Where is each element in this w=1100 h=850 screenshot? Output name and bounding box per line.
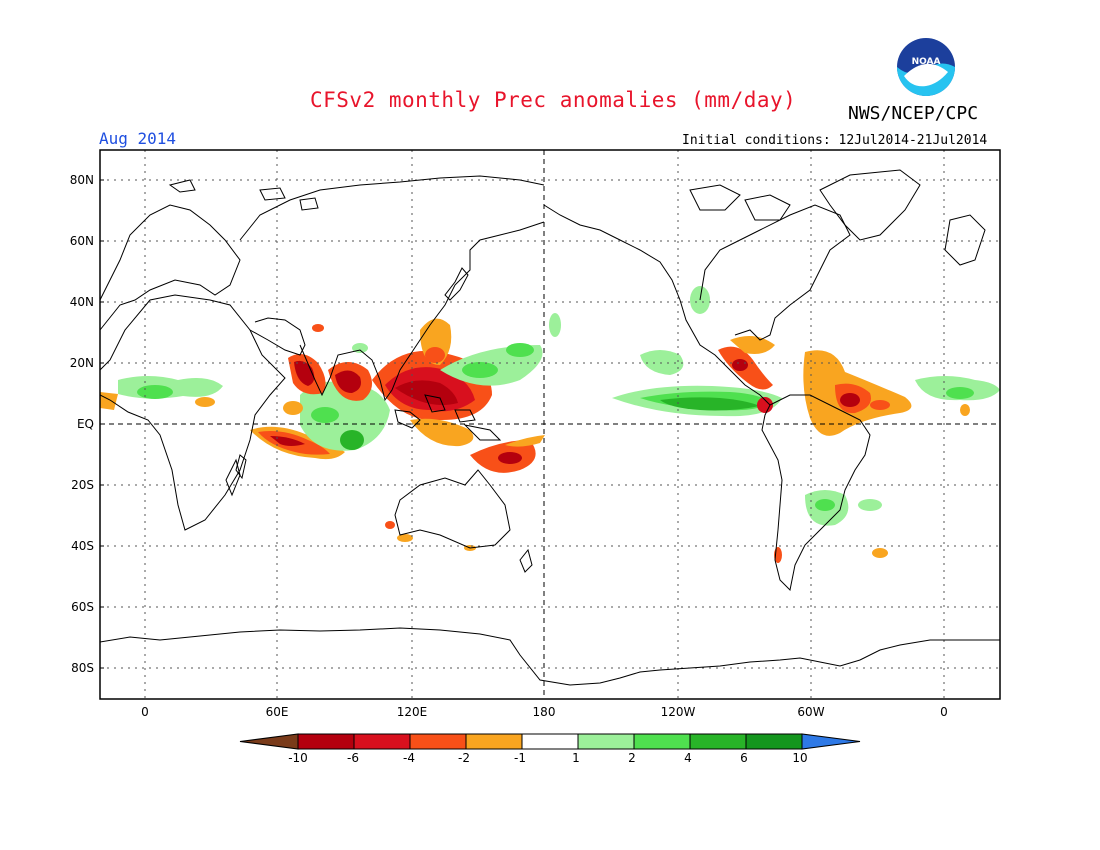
lon-label-120w: 120W [660, 705, 696, 719]
initial-conditions: Initial conditions: 12Jul2014-21Jul2014 [682, 133, 988, 148]
lat-label-40s: 40S [71, 539, 94, 553]
lat-label-80s: 80S [71, 661, 94, 675]
colorbar-label: 2 [628, 751, 636, 765]
equator-dateline [100, 150, 1000, 699]
colorbar-label: 1 [572, 751, 580, 765]
anomaly-shading [100, 286, 1000, 563]
lat-label-80n: 80N [69, 173, 94, 187]
coastlines [100, 169, 1000, 686]
colorbar-label: -1 [514, 751, 526, 765]
lat-label-20s: 20S [71, 478, 94, 492]
colorbar-label: -10 [288, 751, 308, 765]
lon-label-0-east: 0 [940, 705, 948, 719]
lon-label-120e: 120E [396, 705, 428, 719]
map-title: CFSv2 monthly Prec anomalies (mm/day) [310, 88, 797, 112]
lat-label-60n: 60N [69, 234, 94, 248]
agency-label: NWS/NCEP/CPC [848, 103, 979, 124]
colorbar-label: -2 [458, 751, 470, 765]
lat-label-20n: 20N [69, 356, 94, 370]
colorbar-label: -4 [403, 751, 415, 765]
lat-label-60s: 60S [71, 600, 94, 614]
lon-label-60e: 60E [265, 705, 289, 719]
colorbar-label: 10 [792, 751, 808, 765]
colorbar-label: 4 [684, 751, 692, 765]
colorbar-label: -6 [347, 751, 359, 765]
lat-label-40n: 40N [69, 295, 94, 309]
forecast-month: Aug 2014 [99, 129, 177, 148]
lat-label-eq: EQ [76, 417, 94, 431]
lon-label-60w: 60W [797, 705, 825, 719]
colorbar-label: 6 [740, 751, 748, 765]
lon-label-180: 180 [532, 705, 556, 719]
lon-label-0: 0 [141, 705, 149, 719]
